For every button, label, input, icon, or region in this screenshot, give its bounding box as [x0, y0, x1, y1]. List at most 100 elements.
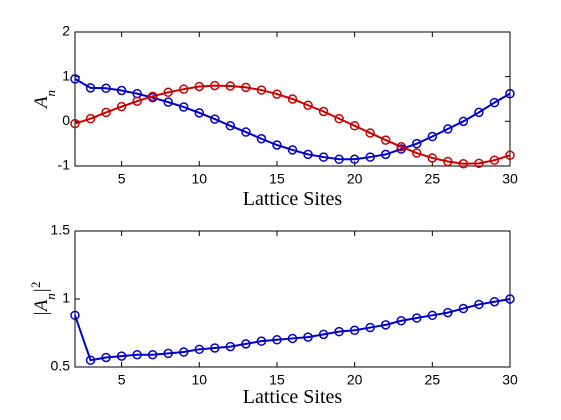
data-point — [194, 108, 205, 118]
y-axis-label-part: 2 — [28, 281, 43, 288]
y-axis-label: An — [31, 90, 58, 110]
data-point — [412, 148, 422, 158]
data-point — [116, 351, 127, 361]
data-point — [132, 96, 142, 106]
data-point — [241, 82, 251, 93]
data-point — [443, 307, 453, 318]
data-point — [287, 333, 298, 344]
data-point — [179, 347, 189, 357]
data-point — [318, 329, 329, 340]
data-point — [474, 158, 484, 169]
data-point — [334, 154, 344, 165]
data-point — [303, 332, 313, 342]
data-point — [70, 74, 80, 84]
data-point — [458, 116, 469, 127]
data-point — [380, 135, 391, 145]
x-tick-label: 15 — [269, 372, 285, 388]
y-axis-label-part: n — [43, 90, 58, 97]
data-point — [427, 310, 438, 321]
data-point — [427, 131, 438, 142]
data-point — [443, 124, 453, 134]
data-point — [147, 91, 158, 102]
data-point — [349, 154, 360, 165]
data-point — [116, 101, 127, 112]
data-point — [85, 113, 96, 124]
series-line — [74, 84, 511, 165]
data-point — [241, 339, 251, 349]
x-tick-label: 15 — [269, 171, 285, 187]
data-point — [132, 350, 142, 360]
data-point — [147, 350, 158, 360]
y-tick-label: -1 — [58, 157, 71, 173]
data-point — [380, 149, 391, 160]
x-tick-label: 5 — [118, 171, 126, 187]
data-point — [210, 114, 220, 124]
data-point — [287, 145, 298, 155]
y-tick-label: 0 — [62, 112, 70, 128]
y-axis-label-part: A — [31, 96, 52, 110]
data-point — [70, 310, 80, 321]
series-line — [74, 78, 511, 161]
x-axis-label: Lattice Sites — [243, 188, 343, 210]
data-point — [287, 94, 298, 104]
data-point — [163, 87, 173, 98]
data-point — [458, 159, 469, 169]
data-point — [194, 81, 205, 92]
data-point — [85, 83, 96, 93]
y-tick-label: 2 — [62, 23, 70, 39]
y-tick-label: 1 — [62, 290, 70, 306]
data-point — [85, 355, 96, 365]
data-point — [272, 140, 282, 150]
plot-frame — [74, 31, 511, 167]
data-point — [505, 150, 515, 161]
data-point — [303, 100, 313, 111]
data-point — [349, 325, 360, 336]
y-axis-label: |An|2 — [28, 281, 58, 316]
data-point — [474, 299, 484, 310]
data-point — [443, 156, 453, 167]
plot-frame — [74, 230, 511, 368]
data-point — [318, 106, 329, 117]
data-point — [256, 336, 267, 346]
data-point — [412, 313, 422, 323]
data-point — [179, 102, 189, 112]
data-point — [505, 294, 515, 304]
y-tick-label: 1.5 — [51, 222, 71, 238]
y-axis-label-part: | — [31, 288, 52, 293]
data-point — [334, 326, 344, 337]
x-tick-label: 10 — [191, 372, 207, 388]
x-tick-label: 25 — [425, 171, 441, 187]
data-point — [303, 149, 313, 160]
data-point — [489, 155, 500, 165]
data-point — [458, 303, 469, 314]
data-point — [210, 343, 220, 353]
data-point — [101, 352, 111, 363]
data-point — [179, 84, 189, 94]
data-point — [101, 83, 111, 94]
data-point — [225, 341, 236, 352]
x-tick-label: 30 — [502, 171, 518, 187]
series-line — [74, 298, 511, 362]
y-axis-label-part: n — [43, 293, 58, 300]
data-point — [116, 85, 127, 96]
data-point — [489, 296, 500, 307]
data-point — [349, 121, 360, 131]
data-point — [241, 127, 251, 137]
data-point — [163, 348, 173, 359]
x-tick-label: 20 — [347, 372, 363, 388]
data-point — [365, 128, 375, 138]
x-tick-label: 10 — [191, 171, 207, 187]
data-point — [194, 344, 205, 355]
data-point — [101, 107, 111, 118]
x-tick-label: 25 — [425, 372, 441, 388]
data-point — [474, 107, 484, 118]
data-point — [163, 97, 173, 107]
data-point — [489, 97, 500, 108]
data-point — [256, 134, 267, 144]
data-point — [396, 142, 406, 152]
data-point — [256, 85, 267, 95]
data-point — [365, 152, 375, 162]
data-point — [412, 138, 422, 149]
data-point — [272, 335, 282, 345]
